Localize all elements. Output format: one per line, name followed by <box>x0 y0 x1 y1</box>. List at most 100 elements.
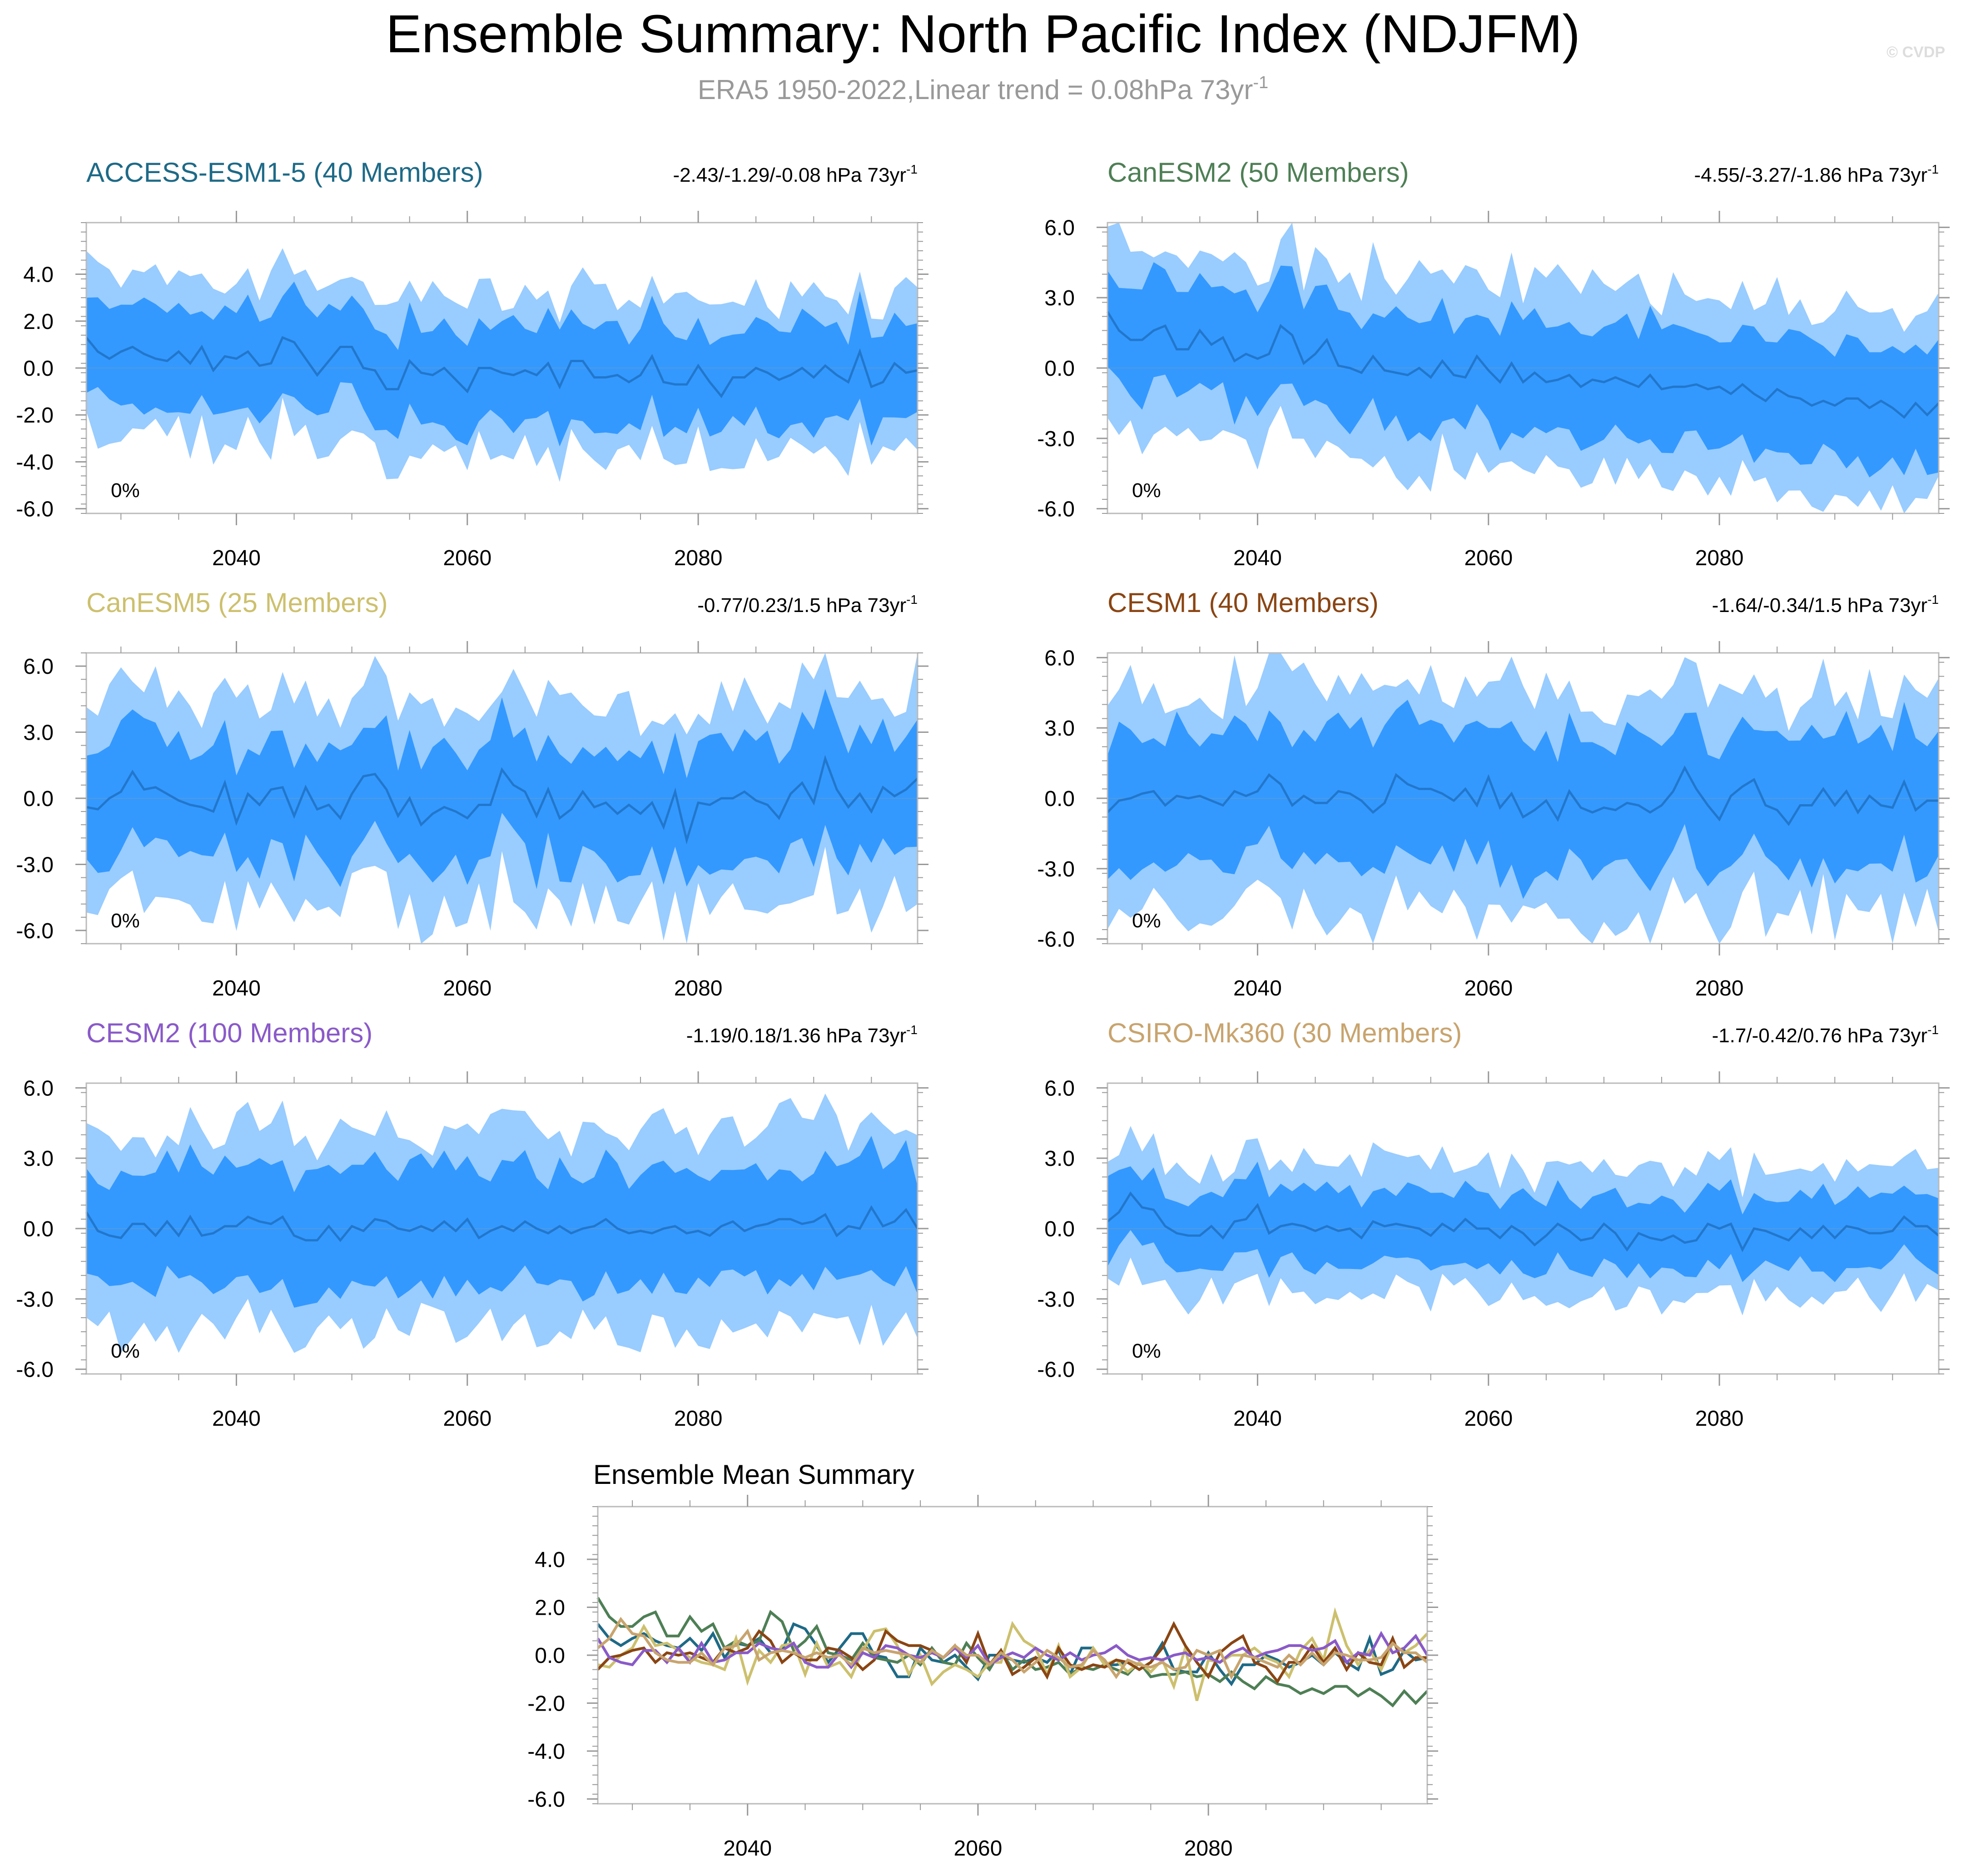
panel-4-trend-superscript: -1 <box>1927 592 1939 607</box>
panel-4-ytick-label: 3.0 <box>1044 717 1075 741</box>
panel-6: -6.0 -3.0 0.0 3.0 6.0 2040 2060 2080 CSIRO-Mk360… <box>1037 1018 1950 1431</box>
panel-5-title: CESM2 (100 Members) <box>86 1018 372 1048</box>
figure-title: Ensemble Summary: North Pacific Index (N… <box>386 4 1580 64</box>
panel-6-ytick-label: 3.0 <box>1044 1147 1075 1171</box>
panel-4-ytick-label: -6.0 <box>1037 928 1075 952</box>
panel-1-inner-band <box>86 281 918 447</box>
panel-3-ytick-label: -6.0 <box>16 919 54 943</box>
panel-2-trend-superscript: -1 <box>1927 162 1939 176</box>
panel-5-xtick-label: 2080 <box>674 1407 723 1431</box>
panel-5-trend-superscript: -1 <box>906 1023 918 1037</box>
panel-4-ytick-label: -3.0 <box>1037 857 1075 881</box>
panel-5-trend-text: -1.19/0.18/1.36 hPa 73yr <box>686 1025 906 1047</box>
panel-2-xtick-label: 2060 <box>1464 546 1513 570</box>
panel-4-ytick-label: 0.0 <box>1044 787 1075 811</box>
summary-title: Ensemble Mean Summary <box>593 1459 914 1490</box>
panel-4-inner-band <box>1107 700 1939 899</box>
summary-series-line <box>597 1607 1429 1702</box>
panel-4-trend-label: -1.64/-0.34/1.5 hPa 73yr-1 <box>1712 592 1939 617</box>
summary-series-line <box>596 1631 1429 1670</box>
panel-3-trend-superscript: -1 <box>906 592 918 607</box>
panel-6-trend-superscript: -1 <box>1927 1023 1939 1037</box>
panel-2-ytick-label: -6.0 <box>1037 498 1075 522</box>
panel-3-xtick-label: 2080 <box>674 976 723 1000</box>
panel-1-xtick-label: 2040 <box>212 546 261 570</box>
subtitle-text: ERA5 1950-2022,Linear trend = 0.08hPa 73… <box>698 75 1253 105</box>
panel-3-trend-label: -0.77/0.23/1.5 hPa 73yr-1 <box>697 592 918 617</box>
panel-5-xtick-label: 2060 <box>443 1407 492 1431</box>
figure-subtitle: ERA5 1950-2022,Linear trend = 0.08hPa 73… <box>698 73 1268 105</box>
panel-2-inner-band <box>1107 262 1939 478</box>
panel-2-percent-label: 0% <box>1132 479 1161 502</box>
panel-5-ytick-label: 3.0 <box>23 1147 54 1171</box>
summary-ytick-label: -2.0 <box>527 1692 565 1716</box>
panel-3: -6.0 -3.0 0.0 3.0 6.0 2040 2060 2080 CanESM5 (25… <box>16 587 928 1000</box>
panel-6-trend-label: -1.7/-0.42/0.76 hPa 73yr-1 <box>1712 1023 1939 1047</box>
panel-1-ytick-label: 4.0 <box>23 263 54 287</box>
summary-ytick-label: -6.0 <box>527 1787 565 1811</box>
panel-3-ytick-label: -3.0 <box>16 853 54 877</box>
panel-1: -6.0 -4.0 -2.0 0.0 2.0 4.0 2040 2060 2080 ACCESS-… <box>16 157 928 570</box>
summary-series-line <box>597 1617 1428 1680</box>
summary-xtick-label: 2040 <box>723 1836 772 1861</box>
panel-5-ytick-label: -3.0 <box>16 1288 54 1312</box>
panel-3-percent-label: 0% <box>111 910 140 932</box>
panel-3-ytick-label: 6.0 <box>23 655 54 679</box>
panel-6-ytick-label: 6.0 <box>1044 1076 1075 1100</box>
summary-ytick-label: -4.0 <box>527 1740 565 1764</box>
panel-5-percent-label: 0% <box>111 1340 140 1362</box>
panel-2-xtick-label: 2040 <box>1233 546 1282 570</box>
panel-3-ytick-label: 3.0 <box>23 721 54 745</box>
panel-6-inner-band <box>1107 1161 1939 1282</box>
panel-2-title: CanESM2 (50 Members) <box>1107 157 1409 188</box>
panel-2: -6.0 -3.0 0.0 3.0 6.0 2040 2060 2080 CanESM2 (50… <box>1037 157 1950 570</box>
panel-5-xtick-label: 2040 <box>212 1407 261 1431</box>
summary-xtick-label: 2080 <box>1184 1836 1233 1861</box>
panel-5-trend-label: -1.19/0.18/1.36 hPa 73yr-1 <box>686 1023 918 1047</box>
panel-4-ytick-label: 6.0 <box>1044 646 1075 670</box>
panel-3-trend-text: -0.77/0.23/1.5 hPa 73yr <box>697 594 906 617</box>
panel-5: -6.0 -3.0 0.0 3.0 6.0 2040 2060 2080 CESM2 (100 … <box>16 1018 928 1431</box>
panel-6-percent-label: 0% <box>1132 1340 1161 1362</box>
panel-6-xtick-label: 2040 <box>1233 1407 1282 1431</box>
panel-6-trend-text: -1.7/-0.42/0.76 hPa 73yr <box>1712 1025 1928 1047</box>
panel-6-ytick-label: -6.0 <box>1037 1358 1075 1382</box>
panel-5-ytick-label: -6.0 <box>16 1358 54 1382</box>
panel-1-trend-text: -2.43/-1.29/-0.08 hPa 73yr <box>673 164 906 186</box>
panel-3-xtick-label: 2040 <box>212 976 261 1000</box>
panel-1-ytick-label: -2.0 <box>16 403 54 428</box>
panel-3-inner-band <box>86 689 918 889</box>
panel-6-xtick-label: 2080 <box>1695 1407 1744 1431</box>
panel-2-xtick-label: 2080 <box>1695 546 1744 570</box>
summary-xtick-label: 2060 <box>954 1836 1003 1861</box>
panel-5-mean-line <box>85 1205 919 1242</box>
panel-3-ytick-label: 0.0 <box>23 787 54 811</box>
panel-2-trend-text: -4.55/-3.27/-1.86 hPa 73yr <box>1694 164 1927 186</box>
panel-6-mean-line <box>1107 1191 1940 1253</box>
panel-2-ytick-label: 3.0 <box>1044 286 1075 310</box>
panel-1-ytick-label: -4.0 <box>16 450 54 474</box>
panel-2-ytick-label: 0.0 <box>1044 357 1075 381</box>
summary-ytick-label: 0.0 <box>535 1644 565 1668</box>
panel-3-xtick-label: 2060 <box>443 976 492 1000</box>
panel-4-mean-line <box>1107 765 1939 826</box>
panel-5-ytick-label: 0.0 <box>23 1217 54 1241</box>
panel-6-ytick-label: -3.0 <box>1037 1288 1075 1312</box>
panel-1-xtick-label: 2080 <box>674 546 723 570</box>
panel-6-ytick-label: 0.0 <box>1044 1217 1075 1241</box>
panel-1-percent-label: 0% <box>111 479 140 502</box>
panel-4: -6.0 -3.0 0.0 3.0 6.0 2040 2060 2080 CESM1 (40 M… <box>1037 587 1950 1000</box>
panel-2-mean-line <box>1106 311 1940 419</box>
panel-1-trend-label: -2.43/-1.29/-0.08 hPa 73yr-1 <box>673 162 918 186</box>
panel-4-percent-label: 0% <box>1132 910 1161 932</box>
panel-4-xtick-label: 2040 <box>1233 976 1282 1000</box>
panel-6-title: CSIRO-Mk360 (30 Members) <box>1107 1018 1462 1048</box>
panel-2-ytick-label: 6.0 <box>1044 216 1075 240</box>
panel-1-ytick-label: 2.0 <box>23 310 54 334</box>
panel-1-xtick-label: 2060 <box>443 546 492 570</box>
panel-2-ytick-label: -3.0 <box>1037 427 1075 451</box>
panels-container: -6.0 -4.0 -2.0 0.0 2.0 4.0 2040 2060 2080 ACCESS-… <box>16 157 1950 1431</box>
panel-3-title: CanESM5 (25 Members) <box>86 587 388 618</box>
panel-1-trend-superscript: -1 <box>906 162 918 176</box>
ensemble-mean-summary-panel: Ensemble Mean Summary -6.0 -4.0 -2.0 0.0 2.0 4… <box>527 1459 1438 1861</box>
